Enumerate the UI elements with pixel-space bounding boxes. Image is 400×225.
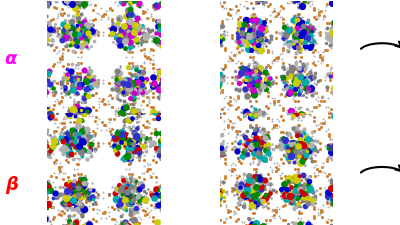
- Text: β: β: [5, 176, 18, 194]
- Text: α: α: [5, 50, 17, 68]
